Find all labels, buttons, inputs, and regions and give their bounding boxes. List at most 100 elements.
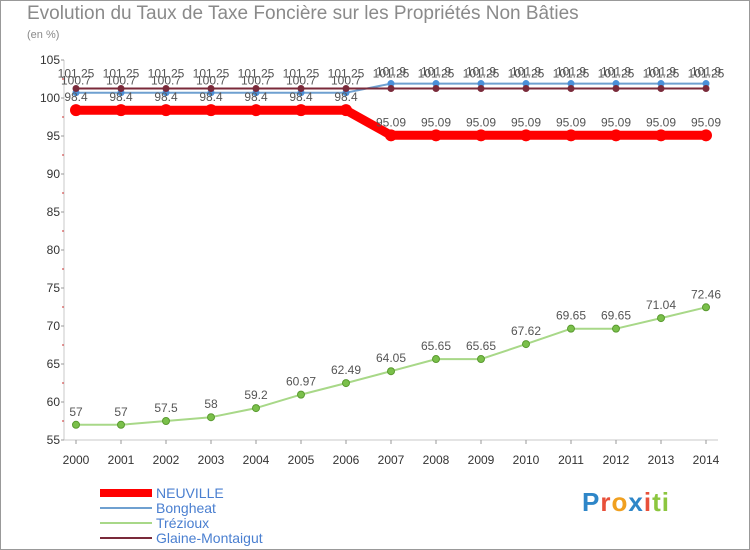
data-label-neuville: 95.09 [421, 115, 451, 129]
data-point-trezioux [342, 379, 350, 388]
x-tick-label: 2006 [333, 453, 360, 467]
data-label-trezioux: 57 [69, 405, 83, 419]
data-point-neuville [205, 104, 217, 117]
x-tick-label: 2014 [693, 453, 720, 467]
data-label-neuville: 98.4 [154, 90, 178, 104]
legend-swatch [100, 537, 152, 539]
logo-letter: i [661, 487, 670, 517]
data-point-trezioux [162, 417, 170, 425]
data-point-trezioux [72, 420, 80, 429]
data-label-trezioux: 72.46 [691, 287, 721, 301]
series-points [70, 80, 712, 429]
legend-label: Trézioux [156, 515, 210, 531]
legend-label: Bongheat [156, 500, 216, 516]
data-label-trezioux: 64.05 [376, 351, 406, 365]
data-label-neuville: 98.4 [244, 90, 268, 104]
logo-letter: r [600, 487, 612, 517]
data-label-bongheat: 101.9 [646, 65, 676, 79]
data-label-bongheat: 101.9 [601, 65, 631, 79]
data-point-neuville [475, 129, 487, 142]
data-point-trezioux [612, 324, 620, 333]
data-label-trezioux: 58 [204, 397, 218, 411]
data-point-neuville [295, 104, 307, 117]
data-point-glaine-montaigut [297, 85, 305, 92]
data-point-bongheat [567, 80, 575, 88]
data-label-neuville: 95.09 [601, 115, 631, 129]
x-tick-label: 2000 [63, 453, 90, 467]
data-label-trezioux: 69.65 [556, 309, 586, 323]
data-label-glaine-montaigut: 101.25 [58, 67, 95, 81]
y-tick-label: 75 [47, 281, 61, 295]
data-point-glaine-montaigut [657, 85, 665, 92]
data-label-bongheat: 101.9 [466, 65, 496, 79]
data-point-neuville [565, 129, 577, 142]
data-point-glaine-montaigut [567, 85, 575, 92]
data-label-glaine-montaigut: 101.25 [373, 67, 410, 81]
data-point-neuville [610, 129, 622, 142]
x-tick-label: 2012 [603, 453, 630, 467]
data-label-bongheat: 100.7 [331, 74, 361, 88]
data-point-neuville [520, 129, 532, 142]
series-labels: 57 57 57.5 58 59.2 60.97 62.49 64.05 65.65 65.65 6… [58, 65, 725, 419]
data-point-bongheat [657, 80, 665, 88]
axes: 55 60 65 70 75 80 85 90 95 100 105 2000 2001 2002 2003… [40, 53, 720, 467]
legend-label: NEUVILLE [156, 485, 224, 501]
logo-letter: P [582, 487, 601, 517]
data-label-glaine-montaigut: 101.25 [508, 67, 545, 81]
data-label-neuville: 98.4 [64, 90, 88, 104]
chart-title: Evolution du Taux de Taxe Foncière sur l… [27, 3, 579, 24]
y-tick-label: 60 [47, 395, 61, 409]
data-point-bongheat [612, 80, 620, 88]
data-label-glaine-montaigut: 101.25 [553, 67, 590, 81]
data-point-trezioux [207, 413, 215, 422]
legend-item-neuville: NEUVILLE [100, 485, 320, 501]
data-label-glaine-montaigut: 101.25 [283, 67, 320, 81]
data-label-trezioux: 69.65 [601, 309, 631, 323]
data-label-trezioux: 71.04 [646, 298, 676, 312]
data-point-bongheat [387, 80, 395, 88]
data-label-neuville: 98.4 [289, 90, 313, 104]
data-label-bongheat: 101.9 [376, 65, 406, 79]
data-point-neuville [385, 129, 397, 142]
data-point-glaine-montaigut [117, 85, 125, 92]
x-tick-label: 2008 [423, 453, 450, 467]
data-point-neuville [70, 104, 82, 117]
data-label-glaine-montaigut: 101.25 [643, 67, 680, 81]
data-label-trezioux: 60.97 [286, 375, 316, 389]
y-tick-label: 85 [47, 205, 61, 219]
y-axis-unit-label: (en %) [27, 29, 60, 41]
data-point-glaine-montaigut [432, 85, 440, 92]
data-label-glaine-montaigut: 101.25 [238, 67, 275, 81]
data-label-neuville: 98.4 [109, 90, 133, 104]
y-tick-label: 70 [47, 319, 61, 333]
data-label-glaine-montaigut: 101.25 [148, 67, 185, 81]
data-point-glaine-montaigut [342, 85, 350, 92]
data-label-glaine-montaigut: 101.25 [463, 67, 500, 81]
data-label-trezioux: 57 [114, 405, 128, 419]
y-tick-label: 95 [47, 129, 61, 143]
data-label-neuville: 98.4 [334, 90, 358, 104]
data-label-bongheat: 100.7 [196, 74, 226, 88]
x-tick-label: 2007 [378, 453, 405, 467]
x-tick-label: 2013 [648, 453, 675, 467]
data-point-neuville [160, 104, 172, 117]
data-point-bongheat [522, 80, 530, 88]
logo-letter: x [628, 487, 644, 517]
data-point-glaine-montaigut [162, 85, 170, 92]
data-label-bongheat: 100.7 [286, 74, 316, 88]
data-point-trezioux [297, 390, 305, 399]
data-point-neuville [700, 129, 712, 142]
data-point-bongheat [432, 80, 440, 88]
data-label-glaine-montaigut: 101.25 [688, 67, 725, 81]
data-label-bongheat: 100.7 [151, 74, 181, 88]
data-point-glaine-montaigut [477, 85, 485, 92]
y-tick-label: 105 [40, 53, 60, 67]
x-tick-label: 2005 [288, 453, 315, 467]
data-point-neuville [655, 129, 667, 142]
data-label-neuville: 95.09 [691, 115, 721, 129]
x-tick-label: 2010 [513, 453, 540, 467]
data-point-neuville [340, 104, 352, 117]
logo-letter: t [652, 487, 662, 517]
data-label-glaine-montaigut: 101.25 [103, 67, 140, 81]
